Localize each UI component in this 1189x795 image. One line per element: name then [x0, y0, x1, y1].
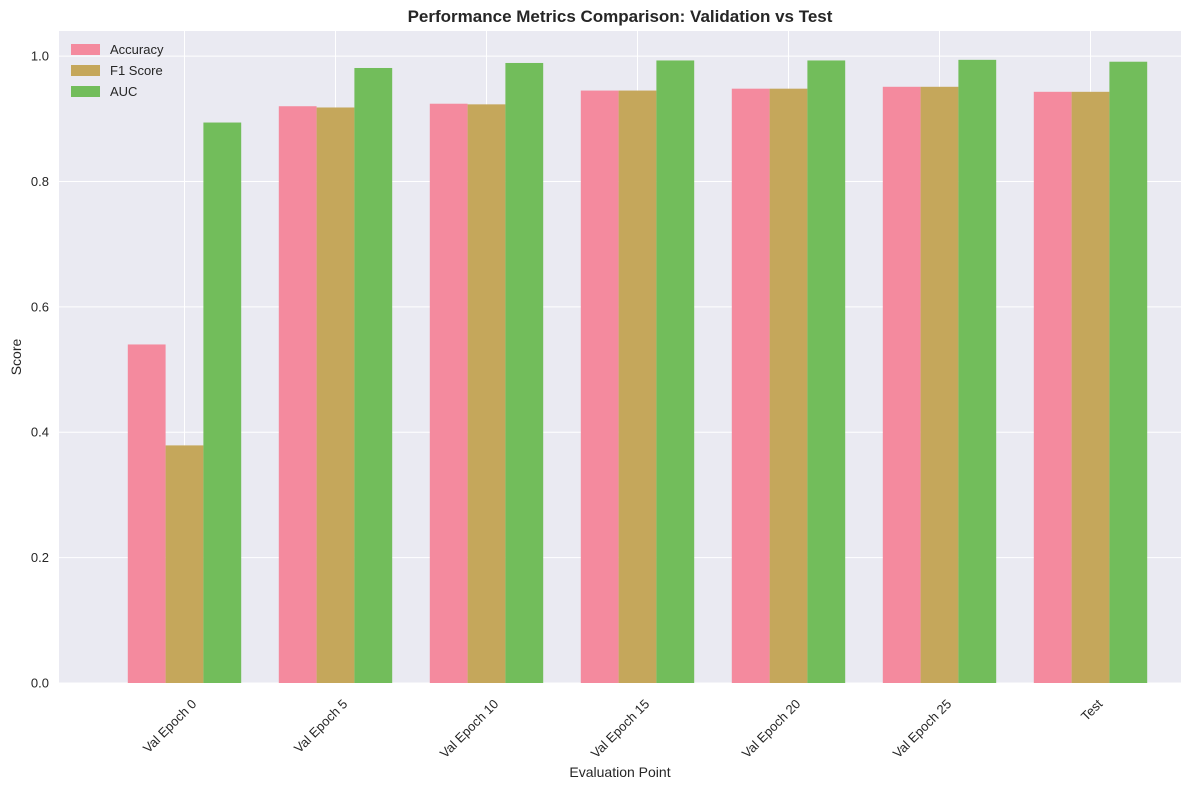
legend-label: F1 Score [110, 63, 163, 78]
legend-swatch [71, 65, 100, 76]
bar-f1-score [618, 90, 657, 684]
bar-auc [656, 60, 695, 683]
bar-f1-score [316, 107, 355, 683]
bar-accuracy [580, 90, 619, 684]
legend-label: AUC [110, 84, 137, 99]
bar-auc [807, 60, 846, 683]
bar-auc [354, 67, 393, 683]
x-tick-label: Val Epoch 5 [291, 696, 350, 755]
y-tick-labels: 0.0 0.2 0.4 0.6 0.8 1.0 [31, 49, 49, 691]
y-tick-label: 0.8 [31, 174, 49, 189]
bar-accuracy [127, 344, 166, 683]
x-tick-label: Val Epoch 10 [437, 696, 502, 761]
y-tick-label: 0.2 [31, 550, 49, 565]
legend-label: Accuracy [110, 42, 164, 57]
legend-swatch [71, 86, 100, 97]
bar-f1-score [165, 445, 204, 683]
y-tick-label: 0.4 [31, 425, 49, 440]
x-tick-label: Test [1078, 696, 1106, 724]
bar-accuracy [731, 88, 770, 683]
bar-f1-score [467, 104, 506, 684]
bar-auc [505, 62, 544, 683]
bar-accuracy [1033, 91, 1072, 684]
bar-accuracy [278, 106, 317, 683]
chart-title: Performance Metrics Comparison: Validati… [408, 7, 833, 26]
y-tick-label: 0.6 [31, 299, 49, 314]
x-tick-label: Val Epoch 20 [739, 696, 804, 761]
x-tick-label: Val Epoch 15 [588, 696, 653, 761]
x-tick-label: Val Epoch 25 [890, 696, 955, 761]
y-tick-label: 1.0 [31, 49, 49, 64]
bar-f1-score [769, 88, 808, 683]
x-tick-labels: Val Epoch 0 Val Epoch 5 Val Epoch 10 Val Ep… [140, 696, 1106, 761]
bar-accuracy [882, 86, 921, 684]
y-tick-label: 0.0 [31, 676, 49, 691]
bar-f1-score [1071, 91, 1110, 684]
bars [127, 59, 1148, 684]
x-axis-label: Evaluation Point [569, 764, 670, 780]
bar-f1-score [920, 86, 959, 684]
legend-swatch [71, 44, 100, 55]
bar-auc [203, 122, 242, 684]
legend: Accuracy F1 Score AUC [71, 42, 164, 99]
bar-auc [958, 59, 997, 684]
bar-auc [1109, 61, 1148, 683]
x-tick-label: Val Epoch 0 [140, 696, 199, 755]
bar-accuracy [429, 103, 468, 683]
y-axis-label: Score [8, 339, 24, 376]
